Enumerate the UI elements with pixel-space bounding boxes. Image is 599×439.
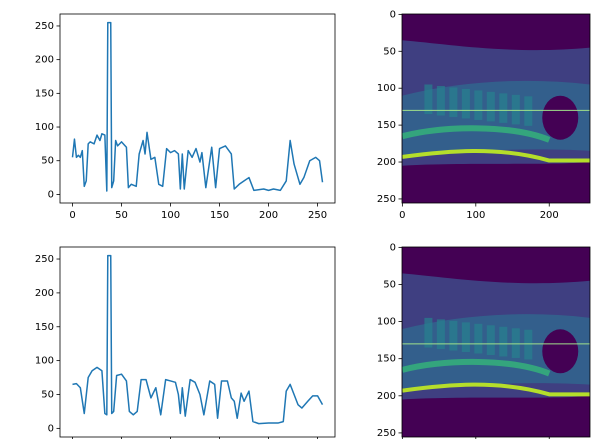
x-tick-label: 250 (308, 210, 327, 221)
vertebra (436, 85, 445, 116)
vertebra (511, 328, 520, 358)
subplot: 0 50 100 150 200 250 (35, 246, 336, 439)
vertebra (461, 88, 470, 119)
vertebra (511, 94, 520, 125)
x-tick-label: 0 (399, 210, 405, 221)
axes-frame (401, 246, 591, 438)
y-tick-label: 150 (35, 322, 54, 333)
subplot: 0 100 200 0 50 100 150 200 250 (377, 9, 591, 221)
y-tick-label: 100 (377, 317, 396, 328)
axes-frame (59, 13, 336, 204)
y-tick-label: 100 (35, 356, 54, 367)
dark-organ (542, 329, 579, 374)
image (402, 14, 590, 203)
y-tick-label: 250 (377, 428, 396, 439)
vertebra (499, 93, 508, 123)
spine-band (402, 125, 551, 143)
x-tick-label: 50 (115, 210, 128, 221)
spine-band (402, 358, 551, 377)
skin-band (402, 382, 590, 397)
vertebra (486, 91, 495, 122)
subplot: 0 50 100 150 200 250 0 50 100 150 200 250 (35, 13, 336, 221)
vertebra (461, 322, 470, 353)
skin-band (402, 148, 590, 163)
y-tick-label: 250 (35, 254, 54, 265)
axes-frame (401, 13, 591, 204)
image (402, 247, 590, 437)
vertebra (436, 319, 445, 350)
vertebra (449, 320, 458, 351)
y-tick-label: 150 (377, 354, 396, 365)
y-tick-label: 200 (377, 157, 396, 168)
y-tick-label: 0 (48, 189, 54, 200)
vertebra (474, 323, 483, 354)
y-tick-label: 50 (383, 279, 396, 290)
x-tick-label: 200 (540, 210, 559, 221)
y-tick-label: 200 (35, 288, 54, 299)
axes-frame (59, 246, 336, 438)
x-tick-label: 150 (210, 210, 229, 221)
vertebra (499, 326, 508, 357)
subplot: 0 50 100 150 200 250 (377, 242, 591, 439)
vertebra (474, 90, 483, 120)
line (71, 21, 324, 192)
y-tick-label: 150 (35, 88, 54, 99)
x-tick-label: 200 (259, 210, 278, 221)
x-tick-label: 0 (69, 210, 75, 221)
y-tick-label: 50 (41, 156, 54, 167)
y-tick-label: 0 (390, 9, 396, 20)
x-tick-label: 100 (161, 210, 180, 221)
y-tick-label: 50 (383, 46, 396, 57)
y-tick-label: 200 (377, 391, 396, 402)
dark-organ (542, 95, 579, 140)
y-tick-label: 250 (377, 194, 396, 205)
x-tick-label: 100 (466, 210, 485, 221)
vertebra (524, 329, 533, 360)
vertebra (424, 84, 433, 115)
vertebra (486, 325, 495, 355)
vertebra (449, 87, 458, 117)
y-tick-label: 50 (41, 389, 54, 400)
y-tick-label: 0 (390, 242, 396, 253)
y-tick-label: 100 (35, 122, 54, 133)
y-tick-label: 100 (377, 83, 396, 94)
y-tick-label: 0 (48, 423, 54, 434)
line (72, 254, 324, 425)
y-tick-label: 250 (35, 21, 54, 32)
y-tick-label: 150 (377, 120, 396, 131)
vertebra (424, 317, 433, 348)
vertebra (524, 96, 533, 126)
y-tick-label: 200 (35, 55, 54, 66)
